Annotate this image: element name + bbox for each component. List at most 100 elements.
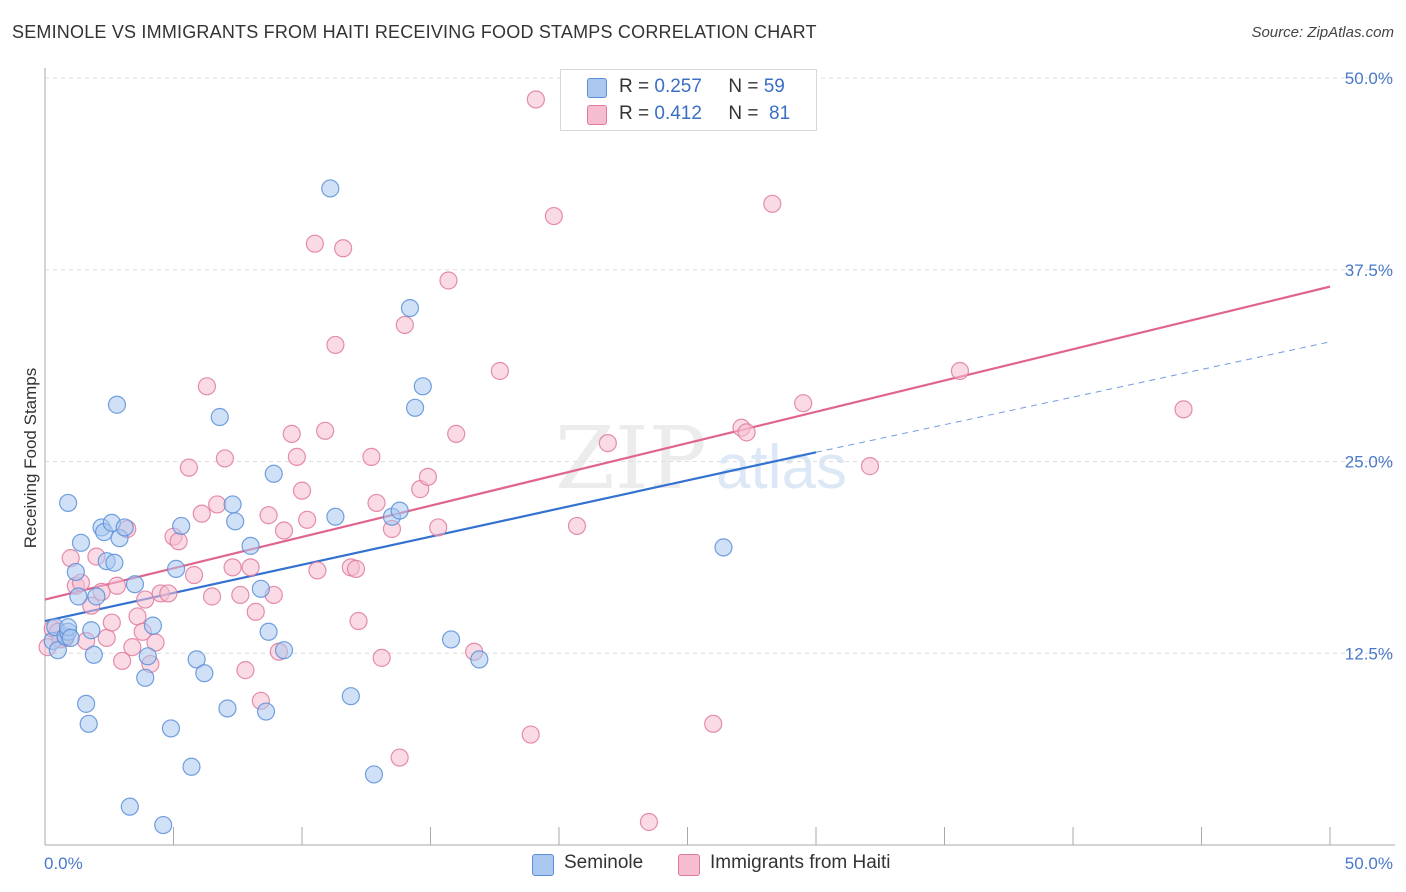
- n-value-haiti: 81: [769, 103, 791, 124]
- data-point: [192, 504, 211, 523]
- data-points: [38, 90, 1193, 835]
- source-credit: Source: ZipAtlas.com: [1251, 24, 1394, 41]
- axes: [44, 68, 1395, 846]
- correlation-legend: R = 0.257 N = 59 R = 0.412 N = 81: [560, 69, 817, 131]
- data-point: [429, 518, 448, 537]
- data-point: [241, 558, 260, 577]
- data-point: [308, 561, 327, 580]
- data-point: [71, 533, 91, 552]
- data-point: [197, 377, 217, 396]
- data-point: [704, 714, 723, 733]
- data-point: [166, 559, 186, 578]
- legend-swatch-seminole: [532, 854, 554, 876]
- data-point: [251, 579, 270, 598]
- data-point: [860, 457, 880, 476]
- n-label: N =: [728, 76, 759, 97]
- data-point: [169, 532, 188, 551]
- data-point: [97, 628, 116, 648]
- watermark-atlas: atlas: [716, 433, 847, 502]
- data-point: [154, 815, 173, 835]
- r-value-haiti: 0.412: [654, 103, 702, 124]
- data-point: [346, 559, 366, 578]
- data-point: [136, 590, 155, 609]
- data-point: [123, 638, 142, 657]
- data-point: [246, 602, 265, 621]
- watermark: ZIP atlas: [555, 409, 847, 509]
- data-point: [390, 748, 409, 767]
- axis-labels: 12.5% 25.0% 37.5% 50.0% 0.0% 50.0% Receiving F…: [21, 69, 1393, 873]
- data-point: [349, 611, 368, 631]
- data-point: [107, 395, 127, 414]
- data-point: [470, 650, 489, 669]
- n-value-seminole: 59: [763, 76, 785, 97]
- watermark-zip: ZIP: [555, 409, 707, 509]
- data-point: [321, 179, 340, 198]
- data-point: [215, 449, 234, 468]
- legend-stats-haiti: R = 0.412 N = 81: [619, 103, 790, 125]
- data-point: [305, 234, 324, 253]
- data-point: [161, 719, 181, 738]
- data-point: [490, 361, 509, 381]
- trend-line-extension-0: [815, 341, 1331, 453]
- data-point: [202, 587, 222, 606]
- data-point: [274, 641, 294, 660]
- r-value-seminole: 0.257: [654, 76, 702, 97]
- data-point: [639, 812, 659, 832]
- data-point: [82, 621, 101, 640]
- data-point: [1174, 400, 1193, 419]
- data-point: [241, 536, 260, 555]
- r-label: R =: [619, 103, 650, 124]
- data-point: [218, 699, 237, 718]
- data-point: [326, 507, 345, 526]
- data-point: [264, 464, 283, 483]
- data-point: [120, 797, 139, 816]
- data-point: [143, 616, 163, 635]
- data-point: [395, 315, 414, 335]
- data-point: [714, 538, 733, 557]
- data-point: [367, 493, 386, 513]
- data-point: [138, 647, 157, 666]
- data-point: [282, 424, 301, 443]
- data-point: [208, 495, 227, 514]
- data-point: [236, 661, 255, 680]
- y-tick-label: 37.5%: [1345, 261, 1393, 280]
- data-point: [737, 423, 756, 442]
- data-point: [526, 90, 545, 109]
- x-tick-label: 50.0%: [1345, 854, 1393, 873]
- data-point: [447, 424, 466, 443]
- data-point: [405, 398, 425, 417]
- data-point: [48, 641, 67, 660]
- data-point: [87, 587, 106, 606]
- legend-swatch-seminole: [587, 78, 607, 98]
- data-point: [326, 335, 345, 355]
- data-point: [125, 575, 145, 594]
- data-point: [84, 645, 103, 664]
- data-point: [259, 506, 278, 525]
- n-label: N =: [728, 103, 759, 124]
- data-point: [400, 299, 420, 318]
- data-point: [102, 613, 121, 632]
- y-axis-title: Receiving Food Stamps: [21, 368, 40, 548]
- data-point: [115, 518, 134, 537]
- y-tick-label: 12.5%: [1345, 644, 1393, 663]
- data-point: [292, 481, 312, 500]
- data-point: [159, 584, 178, 603]
- data-point: [128, 607, 147, 626]
- data-point: [107, 576, 127, 595]
- data-point: [567, 516, 587, 536]
- data-point: [231, 585, 250, 605]
- data-point: [362, 447, 381, 466]
- data-point: [544, 206, 563, 226]
- data-point: [364, 765, 384, 784]
- data-point: [112, 651, 132, 671]
- data-point: [66, 562, 85, 582]
- data-point: [77, 694, 96, 713]
- data-point: [950, 361, 970, 381]
- data-point: [69, 587, 88, 606]
- data-point: [372, 648, 391, 667]
- x-tick-label: 0.0%: [44, 854, 83, 873]
- data-point: [184, 565, 204, 585]
- data-point: [136, 668, 155, 687]
- trend-line-1: [44, 285, 1331, 601]
- y-tick-label: 25.0%: [1345, 453, 1393, 472]
